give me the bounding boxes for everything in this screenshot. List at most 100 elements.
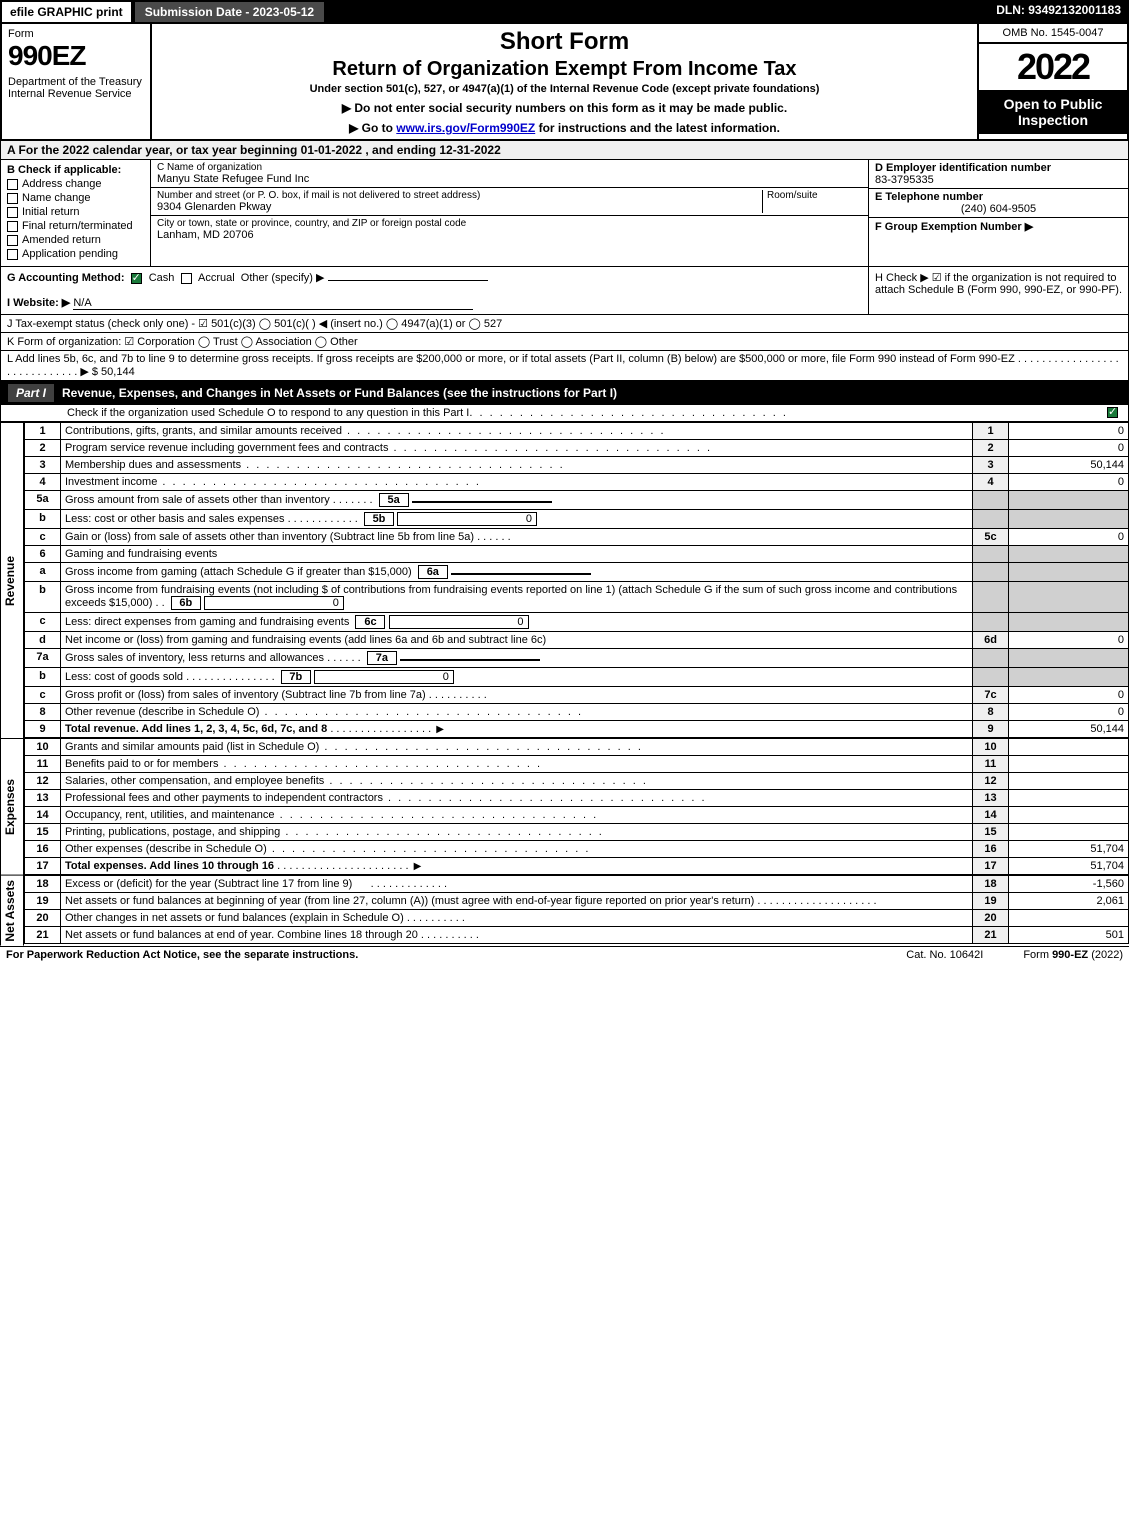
note-goto-post: for instructions and the latest informat… <box>535 121 780 135</box>
line-val <box>1009 807 1129 824</box>
line-ref: 1 <box>973 423 1009 440</box>
line-num: 18 <box>25 876 61 893</box>
line-desc: Less: direct expenses from gaming and fu… <box>65 616 349 628</box>
opt-label: Amended return <box>22 234 101 246</box>
department-label: Department of the Treasury Internal Reve… <box>8 76 144 100</box>
line-val: 501 <box>1009 927 1129 944</box>
checkbox-schedule-o-icon[interactable] <box>1107 407 1118 418</box>
line-desc: Benefits paid to or for members <box>65 758 218 770</box>
grey-cell <box>973 491 1009 510</box>
header-middle: Short Form Return of Organization Exempt… <box>152 24 977 139</box>
opt-final-return[interactable]: Final return/terminated <box>7 220 144 232</box>
note-goto: ▶ Go to www.irs.gov/Form990EZ for instru… <box>160 121 969 135</box>
part1-sub: Check if the organization used Schedule … <box>0 405 1129 422</box>
line-6: 6Gaming and fundraising events <box>25 546 1129 563</box>
part1-title: Revenue, Expenses, and Changes in Net As… <box>62 386 617 400</box>
row-h: H Check ▶ ☑ if the organization is not r… <box>868 267 1128 314</box>
form-word: Form <box>8 28 144 40</box>
opt-amended[interactable]: Amended return <box>7 234 144 246</box>
line-num: 5a <box>25 491 61 510</box>
line-16: 16Other expenses (describe in Schedule O… <box>25 841 1129 858</box>
line-num: 16 <box>25 841 61 858</box>
dots-icon <box>383 792 707 804</box>
inner-val <box>451 573 591 575</box>
netassets-section: Net Assets 18Excess or (deficit) for the… <box>0 875 1129 946</box>
checkbox-icon[interactable] <box>7 235 18 246</box>
line-8: 8Other revenue (describe in Schedule O)8… <box>25 704 1129 721</box>
other-specify-input[interactable] <box>328 280 488 281</box>
dots-icon <box>469 407 1107 419</box>
efile-label[interactable]: efile GRAPHIC print <box>0 0 133 24</box>
checkbox-icon[interactable] <box>7 207 18 218</box>
line-6a: aGross income from gaming (attach Schedu… <box>25 563 1129 582</box>
line-val: 2,061 <box>1009 893 1129 910</box>
line-20: 20Other changes in net assets or fund ba… <box>25 910 1129 927</box>
line-num: d <box>25 632 61 649</box>
group-exemption-label: F Group Exemption Number ▶ <box>875 220 1122 233</box>
inner-val: 0 <box>204 596 344 610</box>
city-line: City or town, state or province, country… <box>151 216 868 243</box>
line-desc: Net assets or fund balances at end of ye… <box>65 929 418 941</box>
dots-icon <box>218 758 542 770</box>
line-1: 1Contributions, gifts, grants, and simil… <box>25 423 1129 440</box>
line-14: 14 Occupancy, rent, utilities, and mainte… <box>25 807 1129 824</box>
line-num: b <box>25 668 61 687</box>
street-line: Number and street (or P. O. box, if mail… <box>151 188 868 216</box>
dots-icon <box>280 826 604 838</box>
i-label: I Website: ▶ <box>7 297 70 309</box>
line-ref: 16 <box>973 841 1009 858</box>
line-num: c <box>25 529 61 546</box>
line-21: 21Net assets or fund balances at end of … <box>25 927 1129 944</box>
line-num: 6 <box>25 546 61 563</box>
box-b: B Check if applicable: Address change Na… <box>1 160 151 266</box>
grey-cell <box>973 668 1009 687</box>
dots-icon <box>319 741 643 753</box>
opt-label: Initial return <box>22 206 79 218</box>
open-inspection: Open to Public Inspection <box>979 90 1127 134</box>
main-title: Return of Organization Exempt From Incom… <box>160 58 969 81</box>
inner-box: 5b <box>364 512 394 526</box>
checkbox-accrual-icon[interactable] <box>181 273 192 284</box>
website-value: N/A <box>73 297 473 310</box>
checkbox-icon[interactable] <box>7 221 18 232</box>
arrow-icon <box>412 860 424 872</box>
opt-application-pending[interactable]: Application pending <box>7 248 144 260</box>
line-val: 0 <box>1009 632 1129 649</box>
ein-value: 83-3795335 <box>875 174 1122 186</box>
line-desc: Occupancy, rent, utilities, and maintena… <box>65 809 275 821</box>
inner-box: 6b <box>171 596 201 610</box>
opt-initial-return[interactable]: Initial return <box>7 206 144 218</box>
box-d: D Employer identification number 83-3795… <box>869 160 1128 189</box>
checkbox-cash-icon[interactable] <box>131 273 142 284</box>
checkbox-icon[interactable] <box>7 193 18 204</box>
box-e: E Telephone number (240) 604-9505 <box>869 189 1128 218</box>
line-desc: Other revenue (describe in Schedule O) <box>65 706 259 718</box>
checkbox-icon[interactable] <box>7 179 18 190</box>
line-6d: dNet income or (loss) from gaming and fu… <box>25 632 1129 649</box>
line-5c: cGain or (loss) from sale of assets othe… <box>25 529 1129 546</box>
checkbox-icon[interactable] <box>7 249 18 260</box>
opt-label: Address change <box>22 178 102 190</box>
col-gi: G Accounting Method: Cash Accrual Other … <box>1 267 868 314</box>
opt-name-change[interactable]: Name change <box>7 192 144 204</box>
org-name: Manyu State Refugee Fund Inc <box>157 173 862 185</box>
inner-val <box>400 659 540 661</box>
line-ref: 3 <box>973 457 1009 474</box>
line-desc: Total revenue. Add lines 1, 2, 3, 4, 5c,… <box>65 723 327 735</box>
line-num: 14 <box>25 807 61 824</box>
irs-link[interactable]: www.irs.gov/Form990EZ <box>396 121 535 135</box>
expenses-table: 10Grants and similar amounts paid (list … <box>24 738 1129 875</box>
inner-val: 0 <box>314 670 454 684</box>
line-ref: 9 <box>973 721 1009 738</box>
opt-address-change[interactable]: Address change <box>7 178 144 190</box>
line-val: 0 <box>1009 423 1129 440</box>
cash-label: Cash <box>149 272 175 284</box>
line-num: 19 <box>25 893 61 910</box>
line-desc: Investment income <box>65 476 157 488</box>
box-c: C Name of organization Manyu State Refug… <box>151 160 868 266</box>
line-desc: Other changes in net assets or fund bala… <box>65 912 404 924</box>
grey-cell <box>1009 510 1129 529</box>
line-val <box>1009 756 1129 773</box>
line-5a: 5aGross amount from sale of assets other… <box>25 491 1129 510</box>
line-val: 0 <box>1009 529 1129 546</box>
